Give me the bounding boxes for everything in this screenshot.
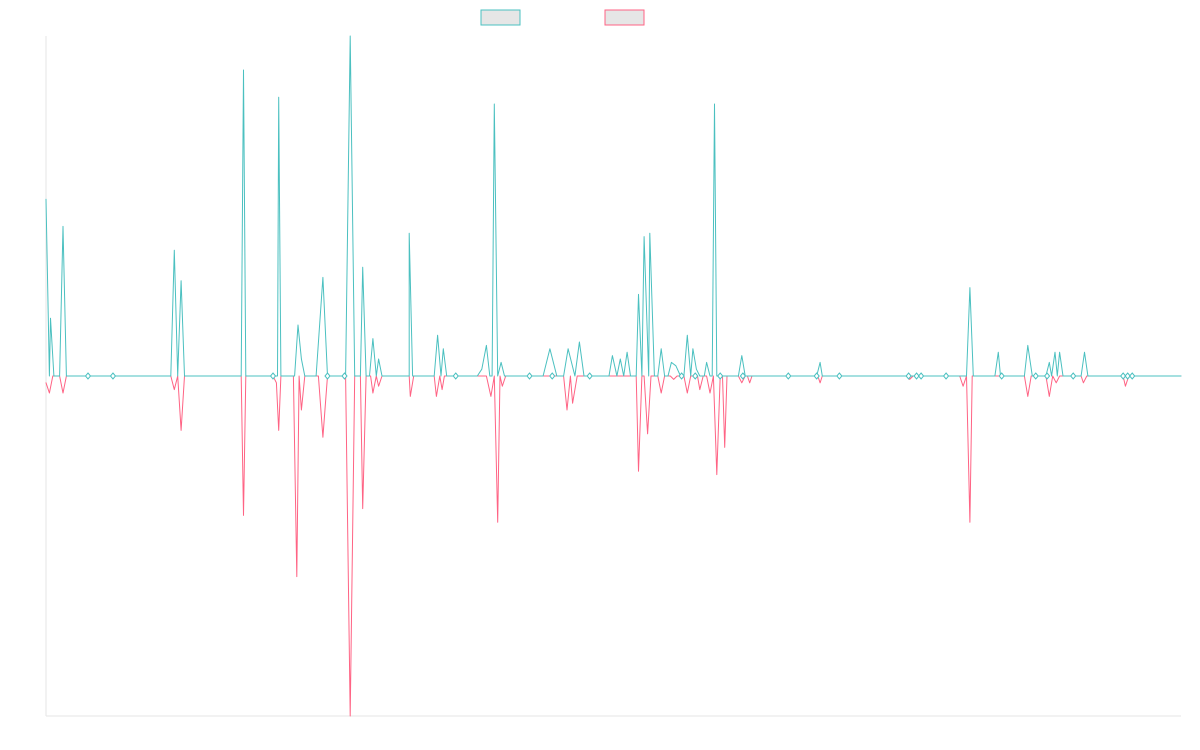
series-1-point-8[interactable] bbox=[549, 372, 556, 380]
series-1-point-15[interactable] bbox=[813, 372, 820, 380]
series-1-point-22[interactable] bbox=[1032, 372, 1039, 380]
series-1-point-2[interactable] bbox=[109, 372, 117, 380]
series-1-point-13[interactable] bbox=[739, 372, 747, 380]
series-1-point-27[interactable] bbox=[1129, 372, 1136, 380]
series-1-point-25[interactable] bbox=[1119, 372, 1127, 380]
series-1-point-16[interactable] bbox=[836, 372, 843, 380]
chart-axes bbox=[45, 36, 1181, 717]
series-1-point-20[interactable] bbox=[942, 372, 950, 380]
series-1-point-1[interactable] bbox=[84, 372, 92, 380]
series-1-point-3[interactable] bbox=[269, 372, 277, 380]
chart-legend bbox=[480, 9, 645, 26]
series-2-line bbox=[45, 375, 1182, 717]
series-1-point-19[interactable] bbox=[917, 372, 925, 380]
series-1-line bbox=[45, 35, 1182, 377]
series-1-point-9[interactable] bbox=[586, 372, 593, 380]
series-1-point-26[interactable] bbox=[1124, 372, 1131, 380]
series-1-point-11[interactable] bbox=[692, 372, 699, 380]
series-1-point-4[interactable] bbox=[324, 372, 331, 380]
series-1-point-7[interactable] bbox=[526, 372, 533, 380]
series-1-point-10[interactable] bbox=[678, 372, 685, 380]
legend-swatch-series-1[interactable] bbox=[480, 9, 521, 26]
series-1-point-24[interactable] bbox=[1070, 372, 1077, 380]
series-1-point-17[interactable] bbox=[905, 372, 912, 380]
series-1-point-12[interactable] bbox=[717, 372, 724, 380]
legend-swatch-series-2[interactable] bbox=[604, 9, 645, 26]
series-1-point-18[interactable] bbox=[913, 372, 920, 380]
series-1-point-14[interactable] bbox=[785, 372, 792, 380]
series-1-point-23[interactable] bbox=[1043, 372, 1051, 380]
series-1-point-6[interactable] bbox=[452, 372, 459, 380]
series-layer bbox=[45, 35, 1182, 717]
series-1-point-5[interactable] bbox=[341, 372, 348, 380]
series-1-point-21[interactable] bbox=[998, 372, 1005, 380]
